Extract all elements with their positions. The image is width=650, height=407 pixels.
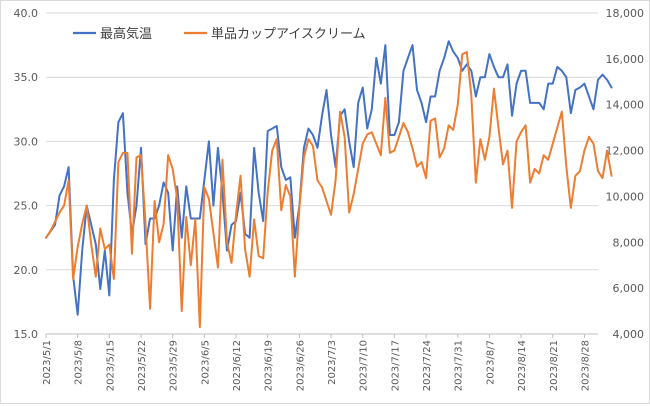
y-right-tick-label: 16,000 [606, 53, 645, 66]
x-tick-label: 2023/8/28 [580, 340, 591, 391]
x-tick-label: 2023/5/15 [105, 340, 116, 391]
y-left-tick-label: 15.0 [14, 328, 39, 341]
legend-label-ice-cream: 単品カップアイスクリーム [211, 26, 366, 42]
x-tick-label: 2023/8/7 [485, 340, 496, 385]
y-right-tick-label: 12,000 [606, 145, 645, 158]
y-left-tick-label: 20.0 [14, 264, 39, 277]
x-tick-label: 2023/5/8 [74, 340, 85, 385]
series-line-ice-cream [45, 50, 613, 329]
x-tick-label: 2023/6/12 [232, 340, 243, 391]
y-right-tick-label: 8,000 [613, 236, 645, 249]
x-tick-label: 2023/6/26 [295, 340, 306, 391]
y-left-tick-label: 35.0 [14, 71, 39, 84]
y-right-tick-label: 18,000 [606, 7, 645, 20]
y-left-tick-label: 25.0 [14, 200, 39, 213]
y-left-tick-label: 30.0 [14, 135, 39, 148]
x-tick-label: 2023/7/10 [359, 340, 370, 391]
x-tick-label: 2023/8/14 [517, 340, 528, 391]
x-tick-label: 2023/8/21 [549, 340, 560, 391]
series-line-max-temp [45, 40, 613, 316]
y-left-tick-label: 40.0 [14, 7, 39, 20]
y-right-tick-label: 10,000 [606, 190, 645, 203]
x-tick-label: 2023/5/1 [42, 340, 53, 385]
y-right-tick-label: 6,000 [613, 282, 645, 295]
legend-label-max-temp: 最高気温 [100, 26, 152, 42]
x-tick-label: 2023/7/31 [454, 340, 465, 391]
legend: 最高気温 単品カップアイスクリーム [73, 26, 366, 42]
x-tick-label: 2023/6/5 [200, 340, 211, 385]
x-tick-label: 2023/5/22 [137, 340, 148, 391]
x-tick-label: 2023/5/29 [169, 340, 180, 391]
x-tick-label: 2023/7/24 [422, 340, 433, 391]
x-tick-label: 2023/6/19 [264, 340, 275, 391]
series [45, 40, 613, 329]
x-tick-label: 2023/7/3 [327, 340, 338, 385]
x-tick-label: 2023/7/17 [390, 340, 401, 391]
axes: 15.0 20.0 25.0 30.0 35.0 40.0 4,000 6,000 8,000 1… [14, 7, 645, 391]
y-right-tick-label: 4,000 [613, 328, 645, 341]
y-right-tick-label: 14,000 [606, 99, 645, 112]
